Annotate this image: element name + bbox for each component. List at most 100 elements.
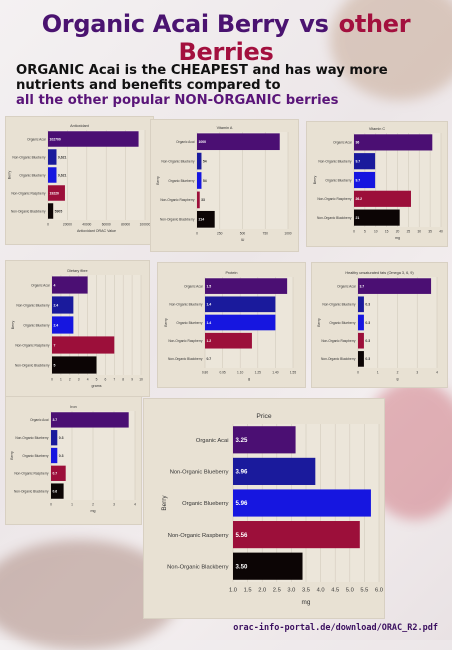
value-label: 21 bbox=[355, 216, 359, 220]
category-label: Non-Organic Blueberry bbox=[318, 159, 351, 163]
chart-panel-antioxidant: Antioxidant 0 20000 40000 60000 80000 100000 An… bbox=[5, 116, 154, 245]
chart-panel-iron: Iron 0 1 2 3 4 mg Berry Organic Acai 3.7 Non-Organ… bbox=[5, 396, 142, 525]
bar bbox=[197, 152, 202, 170]
y-axis-label: Berry bbox=[10, 451, 14, 460]
bar bbox=[52, 276, 88, 294]
x-tick-label: 3.5 bbox=[302, 588, 310, 594]
bar bbox=[48, 167, 57, 183]
value-label: 0.3 bbox=[59, 436, 64, 440]
x-tick-label: 0 bbox=[196, 231, 198, 235]
x-tick-label: 10 bbox=[374, 229, 378, 233]
x-tick-label: 1.5 bbox=[244, 588, 252, 594]
x-tick-label: 1.0 bbox=[229, 588, 237, 594]
bar bbox=[233, 521, 360, 549]
category-label: Non-Organic Blueberry bbox=[16, 303, 49, 307]
category-label: Non-Organic Raspberry bbox=[160, 198, 195, 202]
category-label: Organic Acai bbox=[333, 141, 352, 145]
value-label: 2.4 bbox=[53, 323, 58, 327]
category-label: Organic Blueberry bbox=[182, 501, 228, 507]
value-label: 33 bbox=[201, 198, 205, 202]
category-label: Organic Blueberry bbox=[325, 178, 351, 182]
bar bbox=[358, 351, 364, 367]
category-label: Non-Organic Blackberry bbox=[15, 363, 50, 367]
title-vs: vs bbox=[299, 10, 329, 38]
value-label: 102700 bbox=[49, 137, 60, 141]
chart-title: Vitamin C bbox=[369, 127, 386, 131]
category-label: Non-Organic Blueberry bbox=[15, 436, 48, 440]
bar bbox=[233, 489, 371, 517]
value-label: 3.7 bbox=[52, 418, 57, 422]
y-axis-label: Berry bbox=[161, 495, 168, 511]
value-label: 5.56 bbox=[236, 532, 248, 539]
category-label: Non-Organic Blackberry bbox=[14, 489, 49, 493]
x-tick-label: 7 bbox=[113, 377, 115, 381]
x-tick-label: 500 bbox=[240, 231, 246, 235]
bar bbox=[51, 447, 58, 464]
chart-panel-price: Price 1.0 1.5 2.0 2.5 3.0 3.5 4.0 4.5 5.0 5.5 6.0 mg… bbox=[143, 398, 385, 619]
x-axis-label: Antioxidant ORAC Value bbox=[77, 229, 116, 233]
x-tick-label: 0 bbox=[357, 370, 359, 374]
x-tick-label: 2 bbox=[92, 502, 94, 506]
category-label: Non-Organic Raspberry bbox=[168, 339, 203, 343]
value-label: 19220 bbox=[49, 191, 59, 195]
title-organic-acai: Organic Acai Berry bbox=[41, 10, 290, 38]
category-label: Non-Organic Raspberry bbox=[317, 197, 352, 201]
bar bbox=[233, 552, 303, 580]
value-label: 2.4 bbox=[53, 303, 58, 307]
category-label: Organic Acai bbox=[30, 418, 49, 422]
category-label: Non-Organic Blueberry bbox=[169, 303, 202, 307]
x-tick-label: 1.55 bbox=[290, 370, 296, 374]
x-tick-label: 1.25 bbox=[255, 370, 261, 374]
x-tick-label: 40 bbox=[439, 229, 443, 233]
bar bbox=[197, 210, 215, 228]
x-axis-label: IU bbox=[241, 238, 245, 242]
category-label: Organic Blueberry bbox=[23, 323, 49, 327]
value-label: 1.2 bbox=[206, 339, 211, 343]
x-axis-label: g bbox=[397, 377, 399, 381]
category-label: Non-Organic Blueberry bbox=[161, 159, 194, 163]
chart-panel-vitamin-c: Vitamin C 0 5 10 15 20 25 30 35 40 mg Berry Organic … bbox=[306, 121, 448, 247]
value-label: 3.50 bbox=[236, 563, 248, 570]
value-label: 0.3 bbox=[365, 339, 370, 343]
x-tick-label: 2 bbox=[397, 370, 399, 374]
bar bbox=[358, 296, 364, 313]
chart-vitamin-a: Vitamin A 0 250 500 750 1000 IU Berry Organic Ac… bbox=[156, 126, 292, 242]
page-title: Organic Acai Berry vs other Berries bbox=[0, 10, 452, 66]
chart-title: Antioxidant bbox=[70, 124, 90, 128]
x-tick-label: 750 bbox=[263, 231, 269, 235]
bar bbox=[197, 172, 202, 189]
value-label: 3.96 bbox=[236, 469, 248, 476]
chart-vitamin-c: Vitamin C 0 5 10 15 20 25 30 35 40 mg Berry Organic … bbox=[313, 127, 443, 240]
bar bbox=[197, 191, 200, 209]
category-label: Non-Organic Raspberry bbox=[321, 339, 356, 343]
bar bbox=[52, 356, 97, 374]
chart-price: Price 1.0 1.5 2.0 2.5 3.0 3.5 4.0 4.5 5.0 5.5 6.0 mg… bbox=[161, 413, 383, 606]
chart-title: Healthy unsaturated fats (Omega 3, 6, 9) bbox=[345, 271, 414, 275]
category-label: Non-Organic Raspberry bbox=[14, 472, 49, 476]
x-tick-label: 9 bbox=[131, 377, 133, 381]
x-tick-label: 35 bbox=[428, 229, 432, 233]
chart-protein: Protein 0.80 0.95 1.10 1.25 1.40 1.55 g Berry Org… bbox=[164, 271, 296, 381]
x-tick-label: 30 bbox=[417, 229, 421, 233]
category-label: Non-Organic Blueberry bbox=[170, 470, 229, 476]
value-label: 9.7 bbox=[355, 159, 360, 163]
bar bbox=[48, 203, 54, 219]
x-tick-label: 1 bbox=[377, 370, 379, 374]
source-link[interactable]: orac-info-portal.de/download/ORAC_R2.pdf bbox=[233, 623, 438, 633]
x-axis-label: mg bbox=[91, 509, 96, 513]
value-label: 0.3 bbox=[365, 303, 370, 307]
category-label: Non-Organic Blackberry bbox=[321, 357, 356, 361]
category-label: Organic Acai bbox=[184, 284, 203, 288]
x-axis-label: grams bbox=[92, 384, 102, 388]
chart-title: Dietary fibre bbox=[67, 269, 87, 273]
bar bbox=[197, 133, 280, 151]
value-label: 0.6 bbox=[52, 489, 57, 493]
bar bbox=[48, 131, 139, 147]
y-axis-label: Berry bbox=[156, 176, 160, 185]
bar bbox=[205, 314, 276, 331]
category-label: Organic Blueberry bbox=[168, 179, 194, 183]
x-tick-label: 4 bbox=[134, 502, 136, 506]
bar bbox=[51, 465, 66, 481]
bar bbox=[51, 483, 64, 499]
chart-panel-protein: Protein 0.80 0.95 1.10 1.25 1.40 1.55 g Berry Org… bbox=[157, 262, 306, 388]
